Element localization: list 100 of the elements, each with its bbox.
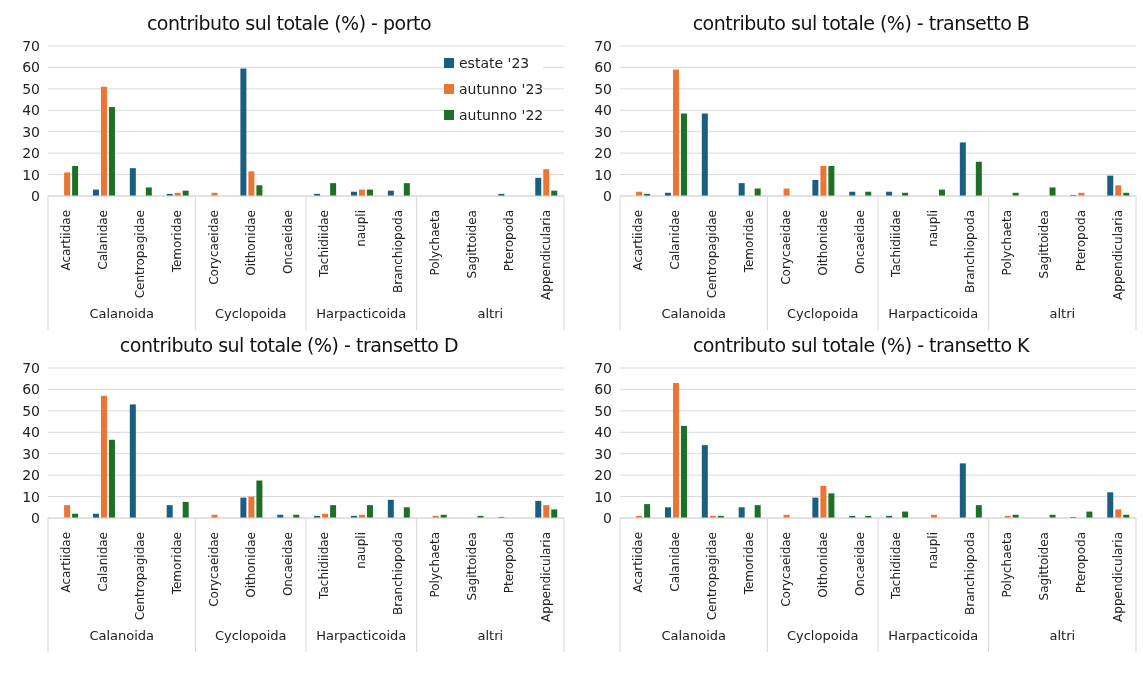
x-tick-label: Centropagidae [705, 532, 720, 621]
x-tick-label: Tachidiidae [889, 210, 904, 278]
text: Calanoida [661, 628, 727, 643]
y-tick-label: 60 [594, 381, 612, 398]
text: Harpacticoida [316, 306, 407, 321]
text: Cyclopoida [786, 306, 859, 321]
chart-title: contributo sul totale (%) - transetto B [691, 11, 1031, 36]
x-tick-label: Sagittoidea [464, 532, 479, 601]
y-tick-label: 0 [31, 509, 40, 526]
x-tick-label: Corycaeidae [206, 210, 221, 285]
y-tick-label: 50 [594, 80, 612, 97]
x-tick-label: Calanidae [668, 532, 683, 592]
y-tick-label: 40 [594, 424, 612, 441]
text: Calanoida [661, 306, 727, 321]
y-tick-label: 60 [594, 59, 612, 76]
text: Calanoida [89, 306, 155, 321]
x-tick-label: Acartiidae [59, 532, 74, 593]
chart-title: contributo sul totale (%) - transetto K [691, 333, 1031, 358]
x-tick-label: Corycaeidae [206, 532, 221, 607]
y-tick-label: 30 [594, 123, 612, 140]
y-tick-label: 10 [594, 488, 612, 505]
y-tick-label: 60 [22, 59, 40, 76]
x-tick-label: Polychaeta [1000, 210, 1014, 276]
x-tick-label: Oncaeidae [852, 532, 867, 597]
x-tick-label: Temoridae [742, 210, 756, 274]
y-tick-label: 10 [22, 488, 40, 505]
text: Cyclopoida [214, 306, 287, 321]
y-tick-label: 40 [22, 102, 40, 119]
text: Harpacticoida [888, 628, 979, 643]
x-tick-label: Temoridae [170, 532, 184, 596]
chart-title: contributo sul totale (%) - porto [145, 11, 433, 36]
x-tick-label: Sagittoidea [464, 210, 479, 279]
x-tick-label: Calanidae [668, 210, 683, 270]
x-tick-label: Pteropoda [501, 532, 516, 594]
x-tick-label: Oithonidae [815, 532, 830, 598]
y-tick-label: 10 [22, 166, 40, 183]
y-tick-label: 20 [594, 145, 612, 162]
x-tick-label: Acartiidae [631, 210, 646, 271]
x-tick-label: Oithonidae [243, 532, 258, 598]
y-tick-label: 0 [603, 509, 612, 526]
x-tick-label: Pteropoda [1073, 532, 1088, 594]
text: Calanoida [89, 628, 155, 643]
y-tick-label: 0 [603, 187, 612, 204]
y-tick-label: 30 [594, 445, 612, 462]
x-tick-label: Oncaeidae [280, 532, 295, 597]
x-tick-label: naupli [354, 210, 369, 247]
text: altri [477, 306, 504, 321]
x-tick-label: Calanidae [96, 532, 111, 592]
x-tick-label: Temoridae [170, 210, 184, 274]
x-tick-label: Tachidiidae [317, 532, 332, 600]
y-tick-label: 50 [22, 402, 40, 419]
x-tick-label: Oncaeidae [852, 210, 867, 275]
y-tick-label: 40 [594, 102, 612, 119]
x-tick-label: Sagittoidea [1036, 210, 1051, 279]
x-tick-label: Corycaeidae [778, 210, 793, 285]
legend-label: autunno '22 [459, 106, 544, 125]
y-tick-label: 70 [22, 37, 40, 54]
x-tick-label: Tachidiidae [889, 532, 904, 600]
y-tick-label: 10 [594, 166, 612, 183]
x-tick-label: Centropagidae [133, 532, 148, 621]
x-tick-label: Appendicularia [538, 210, 553, 300]
y-tick-label: 30 [22, 123, 40, 140]
x-tick-label: Polychaeta [428, 210, 442, 276]
x-tick-label: Oithonidae [243, 210, 258, 276]
x-tick-label: Branchiopoda [391, 532, 406, 615]
x-tick-label: Appendicularia [1110, 532, 1125, 622]
x-tick-label: Acartiidae [59, 210, 74, 271]
x-tick-label: Acartiidae [631, 532, 646, 593]
y-tick-label: 20 [594, 467, 612, 484]
x-tick-label: Tachidiidae [317, 210, 332, 278]
text: altri [1049, 628, 1076, 643]
y-tick-label: 0 [31, 187, 40, 204]
x-tick-label: naupli [354, 532, 369, 569]
text: altri [1049, 306, 1076, 321]
x-tick-label: Centropagidae [133, 210, 148, 299]
y-tick-label: 50 [594, 402, 612, 419]
x-tick-label: Branchiopoda [963, 210, 978, 293]
text: Harpacticoida [316, 628, 407, 643]
x-tick-label: Oithonidae [815, 210, 830, 276]
x-tick-label: Branchiopoda [391, 210, 406, 293]
x-tick-label: Corycaeidae [778, 532, 793, 607]
x-tick-label: Appendicularia [538, 532, 553, 622]
x-tick-label: Pteropoda [1073, 210, 1088, 272]
x-tick-label: Polychaeta [1000, 532, 1014, 598]
x-tick-label: Oncaeidae [280, 210, 295, 275]
x-tick-label: Pteropoda [501, 210, 516, 272]
x-tick-label: Centropagidae [705, 210, 720, 299]
text: Cyclopoida [214, 628, 287, 643]
y-tick-label: 70 [22, 359, 40, 376]
legend-label: autunno '23 [459, 80, 544, 99]
y-tick-label: 20 [22, 145, 40, 162]
y-tick-label: 70 [594, 359, 612, 376]
chart-title: contributo sul totale (%) - transetto D [118, 333, 460, 358]
x-tick-label: Branchiopoda [963, 532, 978, 615]
y-tick-label: 60 [22, 381, 40, 398]
text: Cyclopoida [786, 628, 859, 643]
x-tick-label: Sagittoidea [1036, 532, 1051, 601]
x-tick-label: Polychaeta [428, 532, 442, 598]
y-tick-label: 30 [22, 445, 40, 462]
y-tick-label: 70 [594, 37, 612, 54]
